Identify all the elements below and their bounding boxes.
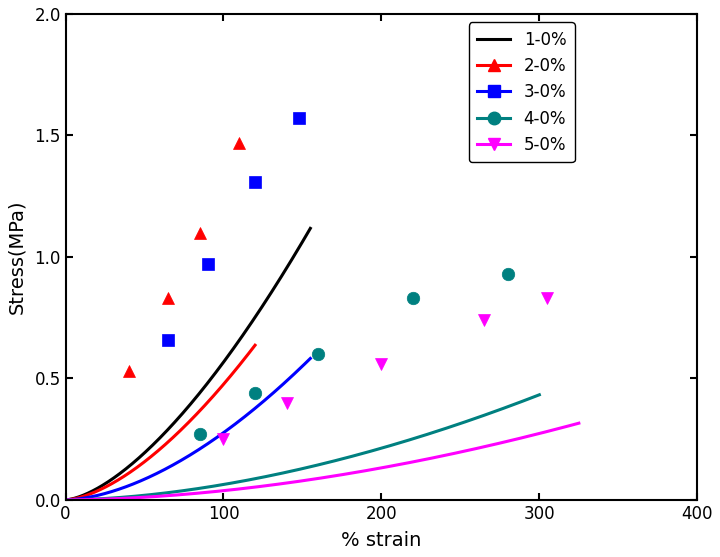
Y-axis label: Stress(MPa): Stress(MPa) [7,199,26,314]
X-axis label: % strain: % strain [341,531,422,550]
Legend: 1-0%, 2-0%, 3-0%, 4-0%, 5-0%: 1-0%, 2-0%, 3-0%, 4-0%, 5-0% [469,22,575,162]
